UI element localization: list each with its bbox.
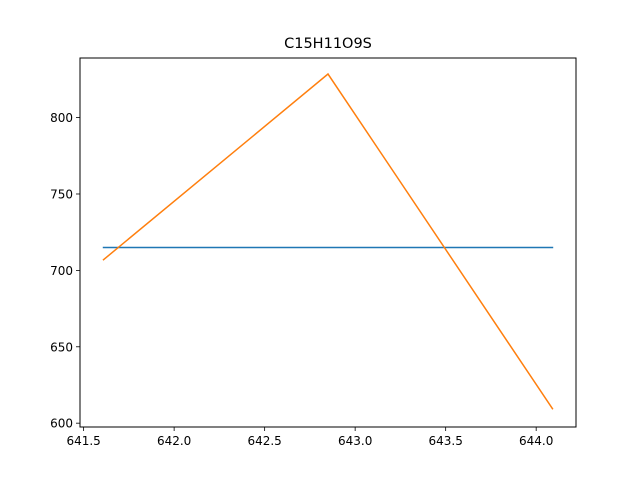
x-tick-label: 644.0 — [519, 434, 553, 448]
series-line-2 — [102, 72, 554, 410]
y-axis: 600 650 700 750 800 — [50, 111, 80, 431]
y-tick-label: 750 — [50, 187, 73, 201]
plot-area-frame — [79, 57, 577, 428]
x-tick-label: 642.0 — [157, 434, 191, 448]
y-tick-label: 600 — [50, 417, 73, 431]
y-tick-label: 800 — [50, 111, 73, 125]
x-tick-label: 642.5 — [247, 434, 281, 448]
x-tick-label: 641.5 — [66, 434, 100, 448]
x-tick-label: 643.0 — [338, 434, 372, 448]
chart-title: C15H11O9S — [284, 36, 372, 52]
series-layer — [102, 72, 554, 410]
x-tick-label: 643.5 — [428, 434, 462, 448]
x-axis: 641.5 642.0 642.5 643.0 643.5 644.0 — [66, 427, 553, 448]
y-tick-label: 700 — [50, 264, 73, 278]
y-tick-label: 650 — [50, 340, 73, 354]
